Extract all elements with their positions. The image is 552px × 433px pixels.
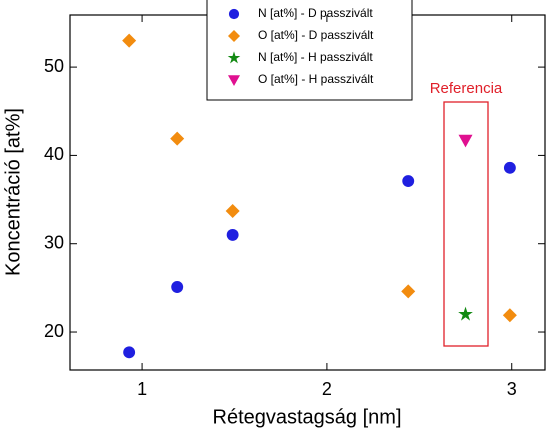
point: [458, 306, 473, 321]
y-tick-label: 50: [44, 56, 64, 76]
legend-marker: [228, 75, 240, 86]
y-axis-title: Koncentráció [at%]: [2, 108, 24, 276]
point: [226, 228, 239, 241]
y-tick-label: 30: [44, 232, 64, 252]
point: [402, 175, 415, 187]
point: [458, 134, 473, 148]
legend-marker: [228, 30, 240, 42]
point: [170, 131, 185, 146]
point: [401, 284, 416, 299]
point: [502, 308, 517, 323]
point: [123, 346, 136, 359]
legend-label: O [at%] - H passzivált: [258, 72, 374, 86]
legend-marker: [228, 8, 240, 20]
y-tick-label: 40: [44, 144, 64, 164]
x-tick-label: 3: [507, 379, 517, 399]
legend-box: [206, 0, 413, 101]
legend-label: N [at%] - D passzivált: [258, 6, 373, 20]
y-tick-label: 20: [44, 321, 64, 341]
reference-box: [443, 101, 489, 347]
legend-label: N [at%] - H passzivált: [258, 50, 373, 64]
point: [225, 204, 240, 219]
x-tick-label: 2: [322, 379, 332, 399]
point: [503, 161, 516, 174]
point: [171, 281, 184, 293]
legend-marker: [227, 51, 241, 64]
legend-label: O [at%] - D passzivált: [258, 28, 374, 42]
point: [122, 33, 137, 48]
annotation: Referencia: [430, 80, 503, 97]
x-axis-title: Rétegvastagság [nm]: [213, 406, 402, 428]
x-tick-label: 1: [137, 379, 147, 399]
